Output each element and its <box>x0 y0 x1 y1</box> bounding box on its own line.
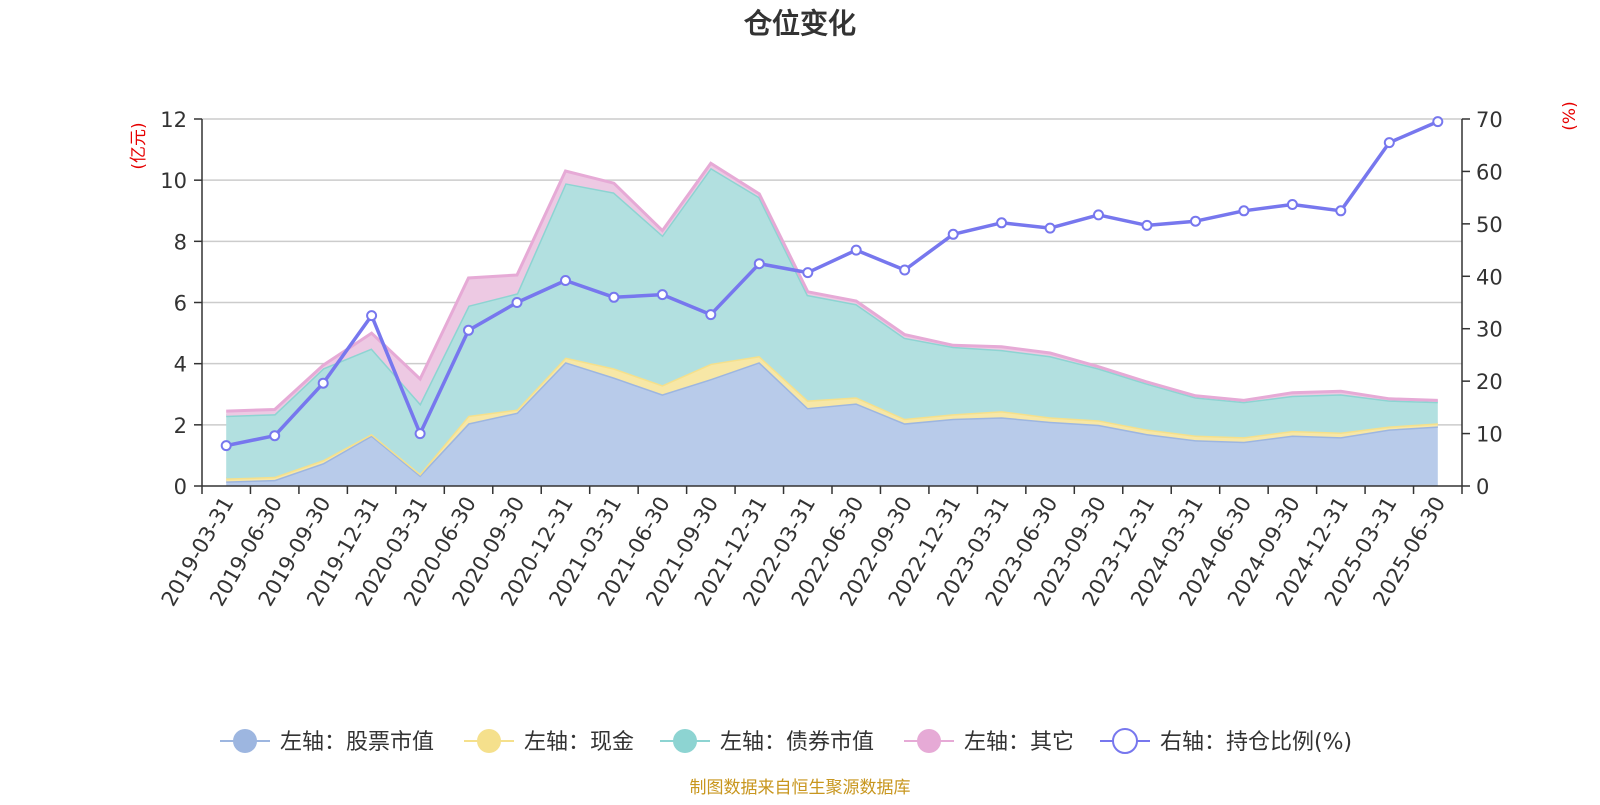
legend-label: 左轴：其它 <box>964 730 1074 755</box>
legend-item: 左轴：其它 <box>904 729 1074 755</box>
right-axis-tick-label: 30 <box>1476 318 1503 342</box>
line-point <box>1044 222 1056 234</box>
line-point <box>656 289 668 301</box>
right-axis-tick-label: 10 <box>1476 423 1503 447</box>
line-point <box>463 324 474 336</box>
line-point <box>220 440 232 452</box>
line-point <box>850 244 862 256</box>
line-point <box>1335 205 1347 217</box>
area-layer <box>226 161 1438 486</box>
line-point <box>1190 215 1201 227</box>
right-axis-tick-label: 20 <box>1476 370 1503 394</box>
legend-marker-icon <box>477 729 501 753</box>
area-左轴：现金 <box>226 356 1438 482</box>
left-axis-tick-label: 8 <box>174 230 187 254</box>
line-point <box>269 430 281 442</box>
right-axis-unit: (%) <box>1560 101 1580 130</box>
line-point <box>1141 219 1153 231</box>
line-point <box>1432 116 1444 128</box>
line-layer <box>220 116 1444 452</box>
left-axis-tick-label: 4 <box>174 353 187 377</box>
legend-label: 左轴：债券市值 <box>720 730 874 755</box>
right-axis-tick-label: 70 <box>1476 108 1503 132</box>
right-axis-tick-label: 50 <box>1476 213 1503 237</box>
legend-label: 左轴：现金 <box>524 730 634 755</box>
chart-title: 仓位变化 <box>744 7 856 40</box>
line-point <box>705 309 717 321</box>
area-左轴：股票市值 <box>226 362 1438 486</box>
line-point <box>1383 137 1395 149</box>
legend-marker-icon <box>917 729 941 753</box>
line-point <box>608 291 620 303</box>
line-point <box>414 428 426 440</box>
line-point <box>899 264 911 276</box>
line-point <box>1286 199 1298 210</box>
legend-label: 左轴：股票市值 <box>280 730 434 755</box>
legend-label: 右轴：持仓比例(%) <box>1160 730 1352 755</box>
right-axis-tick-label: 60 <box>1476 160 1503 184</box>
area-左轴：债券市值 <box>226 167 1438 479</box>
left-axis-tick-label: 10 <box>160 169 187 193</box>
line-point <box>753 258 765 270</box>
line-point <box>802 267 814 279</box>
legend-marker-icon <box>1112 728 1138 754</box>
legend-item: 左轴：股票市值 <box>220 729 434 755</box>
legend-marker-icon <box>233 729 257 753</box>
legend: 左轴：股票市值 左轴：现金 左轴：债券市值 左轴：其它 右轴：持仓比例(%) <box>220 728 1352 755</box>
line-point <box>511 297 523 308</box>
legend-item: 右轴：持仓比例(%) <box>1100 728 1352 755</box>
data-source-note: 制图数据来自恒生聚源数据库 <box>690 778 911 798</box>
line-point <box>560 275 571 286</box>
left-axis-tick-label: 12 <box>160 108 187 132</box>
line-右轴：持仓比例(%) <box>225 119 1439 448</box>
line-point <box>366 310 378 322</box>
line-point <box>1093 209 1104 221</box>
right-axis-tick-label: 40 <box>1476 265 1503 289</box>
area-edge-左轴：其它 <box>226 161 1438 413</box>
left-axis-unit: (亿元) <box>129 122 149 169</box>
left-axis-tick-label: 2 <box>174 414 187 438</box>
line-point <box>317 377 329 389</box>
right-axis-tick-label: 0 <box>1476 475 1489 499</box>
legend-marker-icon <box>673 729 697 753</box>
left-axis-tick-label: 0 <box>174 475 187 499</box>
line-point <box>947 228 959 240</box>
line-point <box>996 217 1008 229</box>
line-point <box>1238 205 1250 217</box>
area-左轴：其它 <box>226 163 1438 416</box>
legend-item: 左轴：债券市值 <box>660 729 874 755</box>
left-axis-tick-label: 6 <box>174 292 187 316</box>
legend-item: 左轴：现金 <box>464 729 634 755</box>
